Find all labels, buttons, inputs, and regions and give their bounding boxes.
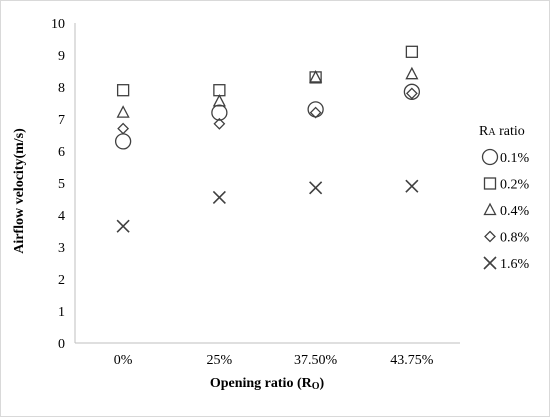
y-tick-label: 3 bbox=[58, 241, 65, 256]
point-diamond bbox=[213, 117, 226, 130]
point-triangle bbox=[309, 69, 323, 83]
y-tick-label: 4 bbox=[58, 209, 65, 224]
legend-label: 0.2% bbox=[500, 178, 530, 193]
x-axis-title: Opening ratio (RO) bbox=[210, 376, 325, 392]
legend-title: RA ratio bbox=[479, 124, 525, 139]
y-tick-label: 5 bbox=[58, 177, 65, 192]
point-circle bbox=[114, 133, 132, 150]
point-cross bbox=[212, 190, 226, 204]
y-tick-label: 2 bbox=[58, 273, 65, 288]
y-tick-labels: 0 1 2 3 4 5 6 7 8 9 10 bbox=[51, 17, 65, 352]
y-axis-title: Airflow velocity(m/s) bbox=[12, 128, 27, 254]
y-tick-label: 10 bbox=[51, 17, 65, 32]
x-tick-label: 37.50% bbox=[294, 353, 338, 368]
legend-marker-triangle bbox=[483, 202, 497, 216]
legend-label: 0.1% bbox=[500, 151, 530, 166]
legend-marker-diamond bbox=[484, 230, 496, 243]
y-tick-label: 9 bbox=[58, 49, 65, 64]
x-tick-label: 0% bbox=[114, 353, 133, 368]
point-triangle bbox=[212, 93, 226, 107]
legend: 0.1% 0.2% 0.4% 0.8% 1.6% bbox=[481, 148, 530, 272]
y-tick-label: 0 bbox=[58, 337, 65, 352]
y-tick-label: 6 bbox=[58, 145, 65, 160]
point-triangle bbox=[405, 66, 419, 80]
y-tick-label: 8 bbox=[58, 81, 65, 96]
point-circle bbox=[307, 101, 324, 118]
axes-group bbox=[74, 23, 460, 344]
point-diamond bbox=[405, 87, 418, 100]
point-diamond bbox=[309, 106, 322, 119]
x-tick-label: 43.75% bbox=[390, 353, 434, 368]
y-tick-label: 7 bbox=[58, 113, 65, 128]
point-cross bbox=[309, 181, 323, 195]
point-cross bbox=[116, 219, 130, 233]
legend-marker-square bbox=[483, 177, 497, 190]
point-circle bbox=[211, 104, 228, 121]
legend-label: 0.4% bbox=[500, 204, 530, 219]
x-tick-labels: 0% 25% 37.50% 43.75% bbox=[114, 353, 434, 368]
point-circle bbox=[403, 83, 421, 100]
legend-marker-cross bbox=[483, 256, 497, 270]
x-tick-label: 25% bbox=[207, 353, 233, 368]
legend-label: 0.8% bbox=[500, 231, 530, 246]
point-cross bbox=[405, 179, 419, 193]
point-square bbox=[116, 84, 130, 97]
legend-marker-circle bbox=[481, 148, 499, 166]
data-points bbox=[114, 45, 421, 233]
point-triangle bbox=[116, 105, 130, 118]
point-diamond bbox=[117, 122, 130, 135]
legend-label: 1.6% bbox=[500, 257, 530, 272]
point-square bbox=[405, 45, 419, 58]
y-tick-label: 1 bbox=[58, 305, 65, 320]
